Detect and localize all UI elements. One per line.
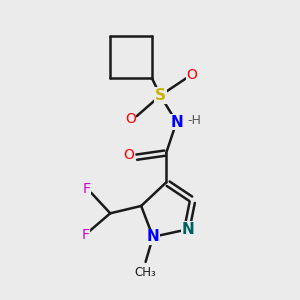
Text: O: O [123,148,134,162]
Text: N: N [170,115,183,130]
Text: N: N [147,230,159,244]
Text: S: S [155,88,166,103]
Text: -H: -H [188,114,202,127]
Text: N: N [182,222,195,237]
Text: F: F [83,182,91,196]
Text: O: O [187,68,197,82]
Text: O: O [125,112,136,126]
Text: F: F [81,227,89,242]
Text: CH₃: CH₃ [135,266,157,279]
